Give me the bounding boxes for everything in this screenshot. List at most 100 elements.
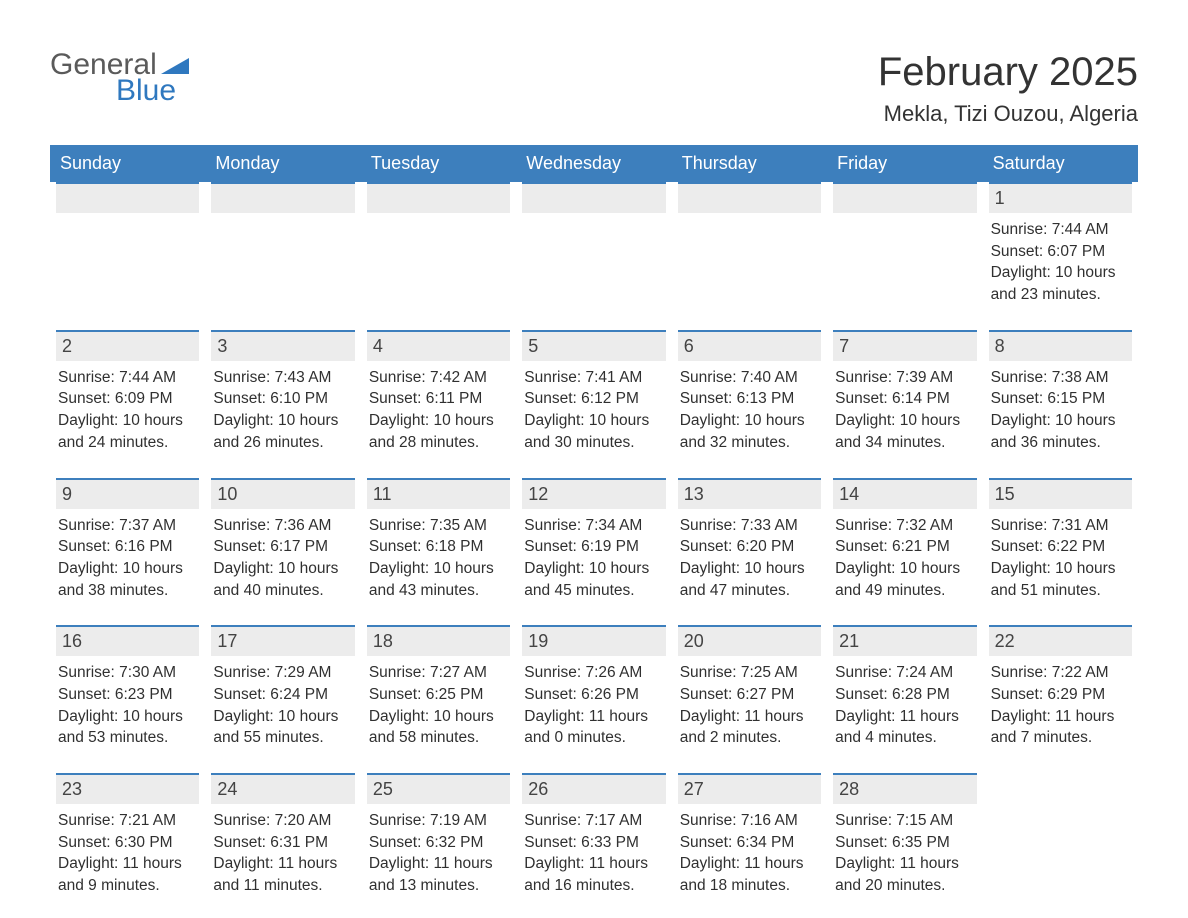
- day-cell: 28Sunrise: 7:15 AMSunset: 6:35 PMDayligh…: [827, 773, 982, 907]
- sunset-line: Sunset: 6:22 PM: [991, 536, 1132, 558]
- day-number: 18: [367, 625, 510, 656]
- day-cell: 19Sunrise: 7:26 AMSunset: 6:26 PMDayligh…: [516, 625, 671, 759]
- day-number: 12: [522, 478, 665, 509]
- sunrise-line: Sunrise: 7:17 AM: [524, 810, 665, 832]
- day-cell: 21 Sunrise: 7:24 AMSunset: 6:28 PMDayligh…: [827, 625, 982, 759]
- sunset-line: Sunset: 6:28 PM: [835, 684, 976, 706]
- daylight-line: Daylight: 10 hours and 34 minutes.: [835, 410, 976, 453]
- day-cell: 7Sunrise: 7:39 AMSunset: 6:14 PMDaylight…: [827, 330, 982, 464]
- day-cell: 14Sunrise: 7:32 AMSunset: 6:21 PMDayligh…: [827, 478, 982, 612]
- sunset-line: Sunset: 6:33 PM: [524, 832, 665, 854]
- dow-wednesday: Wednesday: [516, 145, 671, 182]
- sunset-line: Sunset: 6:19 PM: [524, 536, 665, 558]
- day-cell: 25Sunrise: 7:19 AMSunset: 6:32 PMDayligh…: [361, 773, 516, 907]
- day-number: 16: [56, 625, 199, 656]
- location: Mekla, Tizi Ouzou, Algeria: [878, 101, 1138, 127]
- daylight-line: Daylight: 11 hours and 13 minutes.: [369, 853, 510, 896]
- day-info: Sunrise: 7:38 AMSunset: 6:15 PMDaylight:…: [989, 367, 1132, 454]
- sunrise-line: Sunrise: 7:27 AM: [369, 662, 510, 684]
- day-number: .: [211, 182, 354, 213]
- day-cell: 17 Sunrise: 7:29 AMSunset: 6:24 PMDayligh…: [205, 625, 360, 759]
- day-cell: 23Sunrise: 7:21 AMSunset: 6:30 PMDayligh…: [50, 773, 205, 907]
- sunset-line: Sunset: 6:13 PM: [680, 388, 821, 410]
- day-info: Sunrise: 7:22 AMSunset: 6:29 PMDaylight:…: [989, 662, 1132, 749]
- sunset-line: Sunset: 6:35 PM: [835, 832, 976, 854]
- day-info: Sunrise: 7:16 AMSunset: 6:34 PMDaylight:…: [678, 810, 821, 897]
- daylight-line: Daylight: 10 hours and 51 minutes.: [991, 558, 1132, 601]
- title-block: February 2025 Mekla, Tizi Ouzou, Algeria: [878, 50, 1138, 127]
- day-number: 7: [833, 330, 976, 361]
- day-info: Sunrise: 7:34 AMSunset: 6:19 PMDaylight:…: [522, 515, 665, 602]
- sunset-line: Sunset: 6:23 PM: [58, 684, 199, 706]
- dow-tuesday: Tuesday: [361, 145, 516, 182]
- day-cell: 26 Sunrise: 7:17 AMSunset: 6:33 PMDayligh…: [516, 773, 671, 907]
- sunrise-line: Sunrise: 7:22 AM: [991, 662, 1132, 684]
- week-row: 2 Sunrise: 7:44 AMSunset: 6:09 PM Daylight…: [50, 330, 1138, 464]
- sunrise-line: Sunrise: 7:24 AM: [835, 662, 976, 684]
- day-info: Sunrise: 7:29 AMSunset: 6:24 PMDaylight:…: [211, 662, 354, 749]
- sunrise-line: Sunrise: 7:16 AM: [680, 810, 821, 832]
- day-info: Sunrise: 7:27 AMSunset: 6:25 PMDaylight:…: [367, 662, 510, 749]
- day-number: 26: [522, 773, 665, 804]
- week-row: ......1Sunrise: 7:44 AMSunset: 6:07 PMDa…: [50, 182, 1138, 316]
- sunrise-line: Sunrise: 7:44 AM: [991, 219, 1132, 241]
- day-number: 17: [211, 625, 354, 656]
- day-info: Sunrise: 7:31 AMSunset: 6:22 PMDaylight:…: [989, 515, 1132, 602]
- day-cell: .: [516, 182, 671, 316]
- day-info: Sunrise: 7:30 AMSunset: 6:23 PMDaylight:…: [56, 662, 199, 749]
- day-info: Sunrise: 7:20 AMSunset: 6:31 PMDaylight:…: [211, 810, 354, 897]
- dow-sunday: Sunday: [50, 145, 205, 182]
- day-cell: .: [50, 182, 205, 316]
- sunrise-line: Sunrise: 7:15 AM: [835, 810, 976, 832]
- day-info: Sunrise: 7:24 AMSunset: 6:28 PMDaylight:…: [833, 662, 976, 749]
- day-number: 27: [678, 773, 821, 804]
- sunset-line: Sunset: 6:09 PM: [58, 388, 199, 410]
- dow-saturday: Saturday: [983, 145, 1138, 182]
- day-number: 2: [56, 330, 199, 361]
- day-cell: 15Sunrise: 7:31 AMSunset: 6:22 PMDayligh…: [983, 478, 1138, 612]
- daylight-line: Daylight: 11 hours and 7 minutes.: [991, 706, 1132, 749]
- sunset-line: Sunset: 6:11 PM: [369, 388, 510, 410]
- sunset-line: Sunset: 6:20 PM: [680, 536, 821, 558]
- sunrise-line: Sunrise: 7:35 AM: [369, 515, 510, 537]
- day-number: 13: [678, 478, 821, 509]
- week-row: 16 Sunrise: 7:30 AMSunset: 6:23 PMDayligh…: [50, 625, 1138, 759]
- sunset-line: Sunset: 6:17 PM: [213, 536, 354, 558]
- day-cell: 11Sunrise: 7:35 AMSunset: 6:18 PMDayligh…: [361, 478, 516, 612]
- day-cell: 2Sunrise: 7:44 AMSunset: 6:09 PMDaylight…: [50, 330, 205, 464]
- logo: General Blue: [50, 50, 189, 106]
- week-row: 23 Sunrise: 7:21 AMSunset: 6:30 PM Dayligh…: [50, 773, 1138, 907]
- day-cell: 5Sunrise: 7:41 AMSunset: 6:12 PMDaylight…: [516, 330, 671, 464]
- daylight-line: Daylight: 10 hours and 23 minutes.: [991, 262, 1132, 305]
- sunset-line: Sunset: 6:24 PM: [213, 684, 354, 706]
- day-info: Sunrise: 7:35 AMSunset: 6:18 PMDaylight:…: [367, 515, 510, 602]
- day-number: 25: [367, 773, 510, 804]
- day-number: 21: [833, 625, 976, 656]
- day-number: 23: [56, 773, 199, 804]
- sunrise-line: Sunrise: 7:19 AM: [369, 810, 510, 832]
- day-info: Sunrise: 7:17 AMSunset: 6:33 PMDaylight:…: [522, 810, 665, 897]
- daylight-line: Daylight: 10 hours and 26 minutes.: [213, 410, 354, 453]
- day-info: Sunrise: 7:26 AMSunset: 6:26 PMDaylight:…: [522, 662, 665, 749]
- sunrise-line: Sunrise: 7:21 AM: [58, 810, 199, 832]
- sunrise-line: Sunrise: 7:44 AM: [58, 367, 199, 389]
- header: General Blue February 2025 Mekla, Tizi O…: [50, 50, 1138, 127]
- sunrise-line: Sunrise: 7:42 AM: [369, 367, 510, 389]
- weeks-container: ......1Sunrise: 7:44 AMSunset: 6:07 PMDa…: [50, 182, 1138, 907]
- sunset-line: Sunset: 6:15 PM: [991, 388, 1132, 410]
- daylight-line: Daylight: 10 hours and 53 minutes.: [58, 706, 199, 749]
- sunrise-line: Sunrise: 7:25 AM: [680, 662, 821, 684]
- day-cell: .: [672, 182, 827, 316]
- day-cell: 18 Sunrise: 7:27 AMSunset: 6:25 PMDayligh…: [361, 625, 516, 759]
- daylight-line: Daylight: 11 hours and 0 minutes.: [524, 706, 665, 749]
- day-cell: 13Sunrise: 7:33 AMSunset: 6:20 PMDayligh…: [672, 478, 827, 612]
- day-cell: 16 Sunrise: 7:30 AMSunset: 6:23 PMDayligh…: [50, 625, 205, 759]
- sunset-line: Sunset: 6:10 PM: [213, 388, 354, 410]
- daylight-line: Daylight: 10 hours and 30 minutes.: [524, 410, 665, 453]
- day-number: 28: [833, 773, 976, 804]
- sunrise-line: Sunrise: 7:29 AM: [213, 662, 354, 684]
- day-number: 4: [367, 330, 510, 361]
- daylight-line: Daylight: 11 hours and 11 minutes.: [213, 853, 354, 896]
- sunset-line: Sunset: 6:30 PM: [58, 832, 199, 854]
- day-number: 6: [678, 330, 821, 361]
